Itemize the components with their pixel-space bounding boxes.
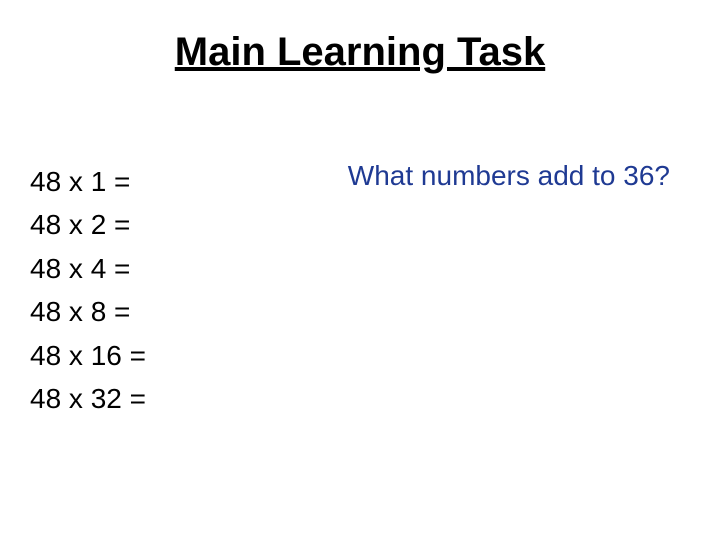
equation-line: 48 x 32 = [30,377,146,420]
slide-title: Main Learning Task [0,30,720,75]
equation-line: 48 x 8 = [30,290,146,333]
equation-list: 48 x 1 = 48 x 2 = 48 x 4 = 48 x 8 = 48 x… [30,160,146,420]
slide: Main Learning Task 48 x 1 = 48 x 2 = 48 … [0,0,720,540]
equation-line: 48 x 4 = [30,247,146,290]
equation-line: 48 x 1 = [30,160,146,203]
equation-line: 48 x 16 = [30,334,146,377]
equation-line: 48 x 2 = [30,203,146,246]
question-text: What numbers add to 36? [348,160,670,192]
